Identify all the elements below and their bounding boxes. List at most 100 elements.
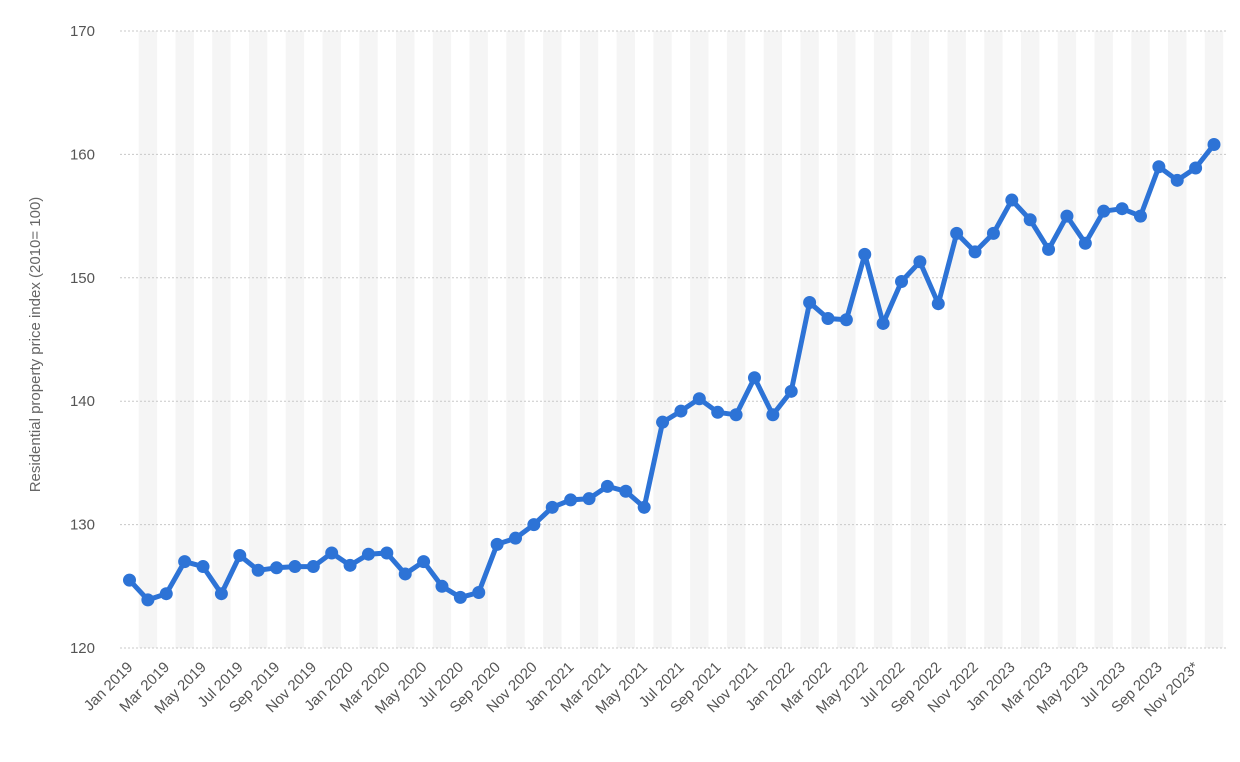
data-point[interactable] [435, 579, 449, 593]
column-band [1057, 31, 1077, 648]
data-point[interactable] [1078, 236, 1092, 250]
y-tick-label: 160 [70, 146, 95, 163]
data-point[interactable] [361, 547, 375, 561]
y-tick-label: 170 [70, 23, 95, 40]
data-point[interactable] [766, 408, 780, 422]
data-point[interactable] [968, 245, 982, 259]
gridlines [120, 30, 1226, 649]
column-band [506, 31, 525, 648]
data-point[interactable] [472, 585, 486, 599]
data-point[interactable] [178, 555, 192, 569]
data-point[interactable] [839, 313, 853, 327]
column-band [910, 31, 930, 648]
y-axis-ticks: 120 130 140 150 160 170 [70, 23, 95, 657]
data-points [123, 138, 1221, 607]
data-point[interactable] [343, 558, 357, 572]
column-band [359, 31, 378, 648]
data-point[interactable] [123, 573, 136, 587]
column-band [1020, 31, 1040, 648]
column-band [248, 31, 268, 648]
data-point[interactable] [619, 484, 633, 498]
y-tick-label: 120 [70, 640, 95, 657]
data-point[interactable] [582, 492, 596, 506]
column-band [322, 31, 341, 648]
data-point[interactable] [656, 415, 670, 429]
column-band [1204, 31, 1224, 648]
data-point[interactable] [1133, 209, 1147, 223]
data-point[interactable] [325, 546, 339, 560]
data-point[interactable] [1005, 193, 1019, 207]
column-band [726, 31, 746, 648]
data-point[interactable] [417, 555, 431, 569]
y-tick-label: 140 [70, 393, 95, 410]
data-point[interactable] [950, 226, 964, 240]
data-point[interactable] [306, 560, 320, 574]
data-point[interactable] [931, 297, 945, 311]
data-point[interactable] [141, 593, 155, 607]
data-point[interactable] [747, 371, 761, 385]
column-band [469, 31, 488, 648]
column-band [947, 31, 966, 648]
column-band [285, 31, 305, 648]
column-band [653, 31, 672, 648]
data-point[interactable] [288, 560, 302, 574]
data-point[interactable] [986, 226, 1000, 240]
data-point[interactable] [251, 563, 265, 577]
data-point[interactable] [1042, 242, 1056, 256]
data-point[interactable] [1060, 209, 1074, 223]
column-band [984, 31, 1003, 648]
data-point[interactable] [729, 408, 743, 422]
data-point[interactable] [637, 500, 651, 514]
data-point[interactable] [895, 275, 909, 289]
data-point[interactable] [233, 548, 247, 562]
column-band [543, 31, 562, 648]
column-band [690, 31, 709, 648]
data-point[interactable] [1097, 204, 1111, 218]
column-band [1131, 31, 1150, 648]
data-point[interactable] [490, 537, 504, 551]
data-point[interactable] [1023, 213, 1037, 227]
column-band [763, 31, 783, 648]
data-point[interactable] [398, 567, 412, 581]
data-point[interactable] [509, 531, 523, 545]
data-point[interactable] [527, 518, 541, 532]
data-point[interactable] [380, 546, 394, 560]
column-band [175, 31, 194, 648]
column-band [138, 31, 158, 648]
data-point[interactable] [600, 479, 614, 493]
column-band [1094, 31, 1113, 648]
column-band [396, 31, 415, 648]
data-point[interactable] [674, 404, 688, 418]
data-point[interactable] [196, 560, 210, 574]
data-point[interactable] [858, 247, 872, 261]
data-point[interactable] [1207, 138, 1221, 152]
column-band [579, 31, 599, 648]
data-point[interactable] [821, 312, 835, 326]
column-band [1168, 31, 1187, 648]
data-point[interactable] [803, 295, 817, 309]
data-point[interactable] [1170, 173, 1184, 187]
data-point[interactable] [1189, 161, 1203, 175]
data-point[interactable] [913, 255, 927, 269]
data-point[interactable] [1115, 202, 1129, 216]
data-point[interactable] [270, 561, 284, 575]
data-point[interactable] [545, 500, 559, 514]
y-axis-title: Residential property price index (2010= … [27, 197, 44, 493]
data-point[interactable] [453, 590, 467, 604]
column-band [212, 31, 231, 648]
column-band [800, 31, 819, 648]
data-point[interactable] [876, 316, 890, 330]
data-point[interactable] [159, 587, 173, 601]
data-point[interactable] [1152, 160, 1166, 174]
column-bands [138, 31, 1224, 648]
data-point[interactable] [564, 493, 578, 507]
data-point[interactable] [711, 405, 725, 419]
column-band [873, 31, 893, 648]
column-band [616, 31, 635, 648]
data-point[interactable] [784, 384, 798, 398]
data-point[interactable] [214, 587, 228, 601]
data-point[interactable] [692, 392, 706, 406]
